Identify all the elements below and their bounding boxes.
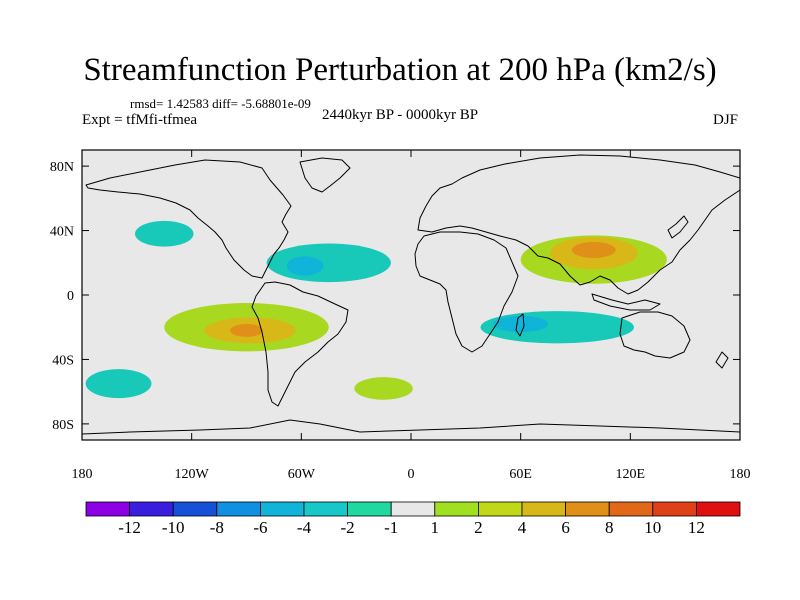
anomaly-field [85,220,667,400]
colorbar-swatch [565,501,610,517]
lon-tick-label: 180 [72,467,93,482]
lon-tick-label: 60E [509,467,532,482]
lon-tick-label: 120W [175,467,210,482]
colorbar-label: -8 [210,518,224,537]
lat-tick-label: 40N [50,225,74,240]
colorbar-swatch [434,501,479,517]
anomaly-south-america-high-core [230,324,263,337]
colorbar-label: 1 [431,518,440,537]
lat-tick-label: 40S [52,353,74,368]
colorbar-swatch [608,501,654,517]
colorbar-swatch [390,501,436,517]
coastline-north-america [85,159,292,279]
colorbar-label: 10 [644,518,661,537]
colorbar-swatch [521,501,566,517]
colorbar-swatch [172,501,218,517]
coastline-madagascar [515,313,525,337]
map-background [82,150,740,440]
lon-tick-label: 120E [616,467,646,482]
anomaly-south-pacific-low [85,369,152,399]
period-label: 2440kyr BP - 0000kyr BP [322,107,479,123]
colorbar-label: 4 [518,518,527,537]
colorbar-label: -1 [384,518,398,537]
lat-tick-label: 0 [67,289,74,304]
lat-tick-label: 80N [50,160,74,175]
anomaly-caribbean-low-core [286,256,324,276]
coastline-south-america [251,281,349,407]
colorbar-label: -4 [297,518,312,537]
colorbar-label: 6 [561,518,570,537]
colorbar-swatch [347,501,392,517]
colorbar-label: 12 [688,518,705,537]
coastline-japan [667,215,689,239]
colorbar-label: -10 [162,518,185,537]
colorbar-label: -6 [253,518,267,537]
coastline-eurasia [417,154,740,295]
lat-tick-label: 80S [52,418,74,433]
coastline-australia [619,311,691,359]
chart-title: Streamfunction Perturbation at 200 hPa (… [83,52,717,88]
lon-tick-label: 60W [288,467,316,482]
colorbar-label: -12 [118,518,141,537]
experiment-label: Expt = tfMfi-tfmea [82,112,198,128]
colorbar-swatch [303,501,348,517]
coastline-indonesia [591,293,661,311]
colorbar-swatch [259,501,305,517]
colorbar: -12 -10 -8 -6 -4 -2 -1 1 2 4 6 8 10 12 [85,501,741,537]
anomaly-tibet-high-core [571,241,616,258]
lon-tick-label: 180 [730,467,751,482]
colorbar-swatch [129,501,174,517]
map-axes: 80N 40N 0 40S 80S 180 120W 60W 0 60E 120E 180 [50,150,751,482]
season-label: DJF [712,112,738,128]
coastline-new-zealand [715,351,729,369]
lon-tick-label: 0 [408,467,415,482]
anomaly-indian-ocean-low-core [493,315,549,333]
coastlines [82,154,740,435]
coastline-greenland [299,157,351,193]
colorbar-label: -2 [341,518,355,537]
colorbar-swatch [85,501,130,517]
colorbar-label: 2 [474,518,483,537]
stats-line: rmsd= 1.42583 diff= -5.68801e-09 [130,96,311,111]
colorbar-swatch [216,501,261,517]
colorbar-swatch [477,501,523,517]
anomaly-south-atlantic-high [354,377,413,400]
colorbar-label: 8 [605,518,614,537]
colorbar-swatch [652,501,697,517]
coastline-antarctica [82,419,740,435]
anomaly-east-pacific-low [135,220,194,247]
coastline-africa [414,231,519,353]
anomaly-north-atlantic-low [266,243,391,283]
colorbar-swatch [696,501,741,517]
